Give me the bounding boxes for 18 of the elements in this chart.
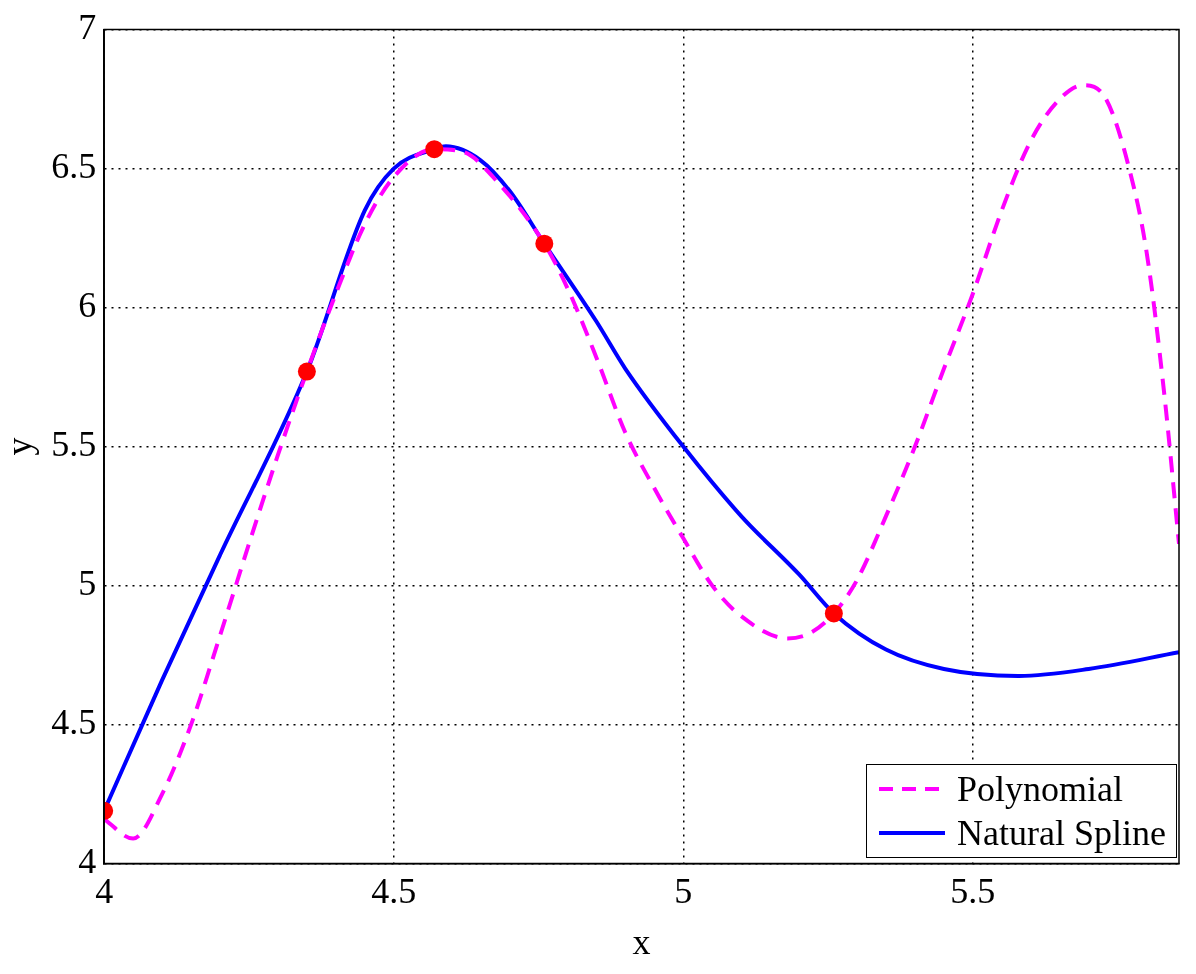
x-tick-label: 4.5 bbox=[371, 870, 417, 911]
legend-label: Natural Spline bbox=[957, 811, 1166, 855]
y-axis-title: y bbox=[0, 437, 40, 456]
y-tick-label: 4 bbox=[78, 841, 97, 882]
point bbox=[535, 234, 554, 253]
y-tick-label: 4.5 bbox=[51, 702, 97, 743]
point bbox=[425, 140, 444, 159]
point bbox=[824, 604, 843, 623]
y-tick-label: 7 bbox=[78, 7, 97, 48]
x-tick-label: 5.5 bbox=[950, 870, 996, 911]
y-tick-label: 6 bbox=[78, 285, 97, 326]
y-tick-label: 5.5 bbox=[51, 424, 97, 465]
point bbox=[297, 362, 316, 381]
x-tick-label: 5 bbox=[674, 870, 693, 911]
y-tick-label: 6.5 bbox=[51, 146, 97, 187]
legend-label: Polynomial bbox=[957, 767, 1124, 811]
x-axis-title: x bbox=[632, 921, 651, 962]
y-tick-label: 5 bbox=[78, 563, 97, 604]
